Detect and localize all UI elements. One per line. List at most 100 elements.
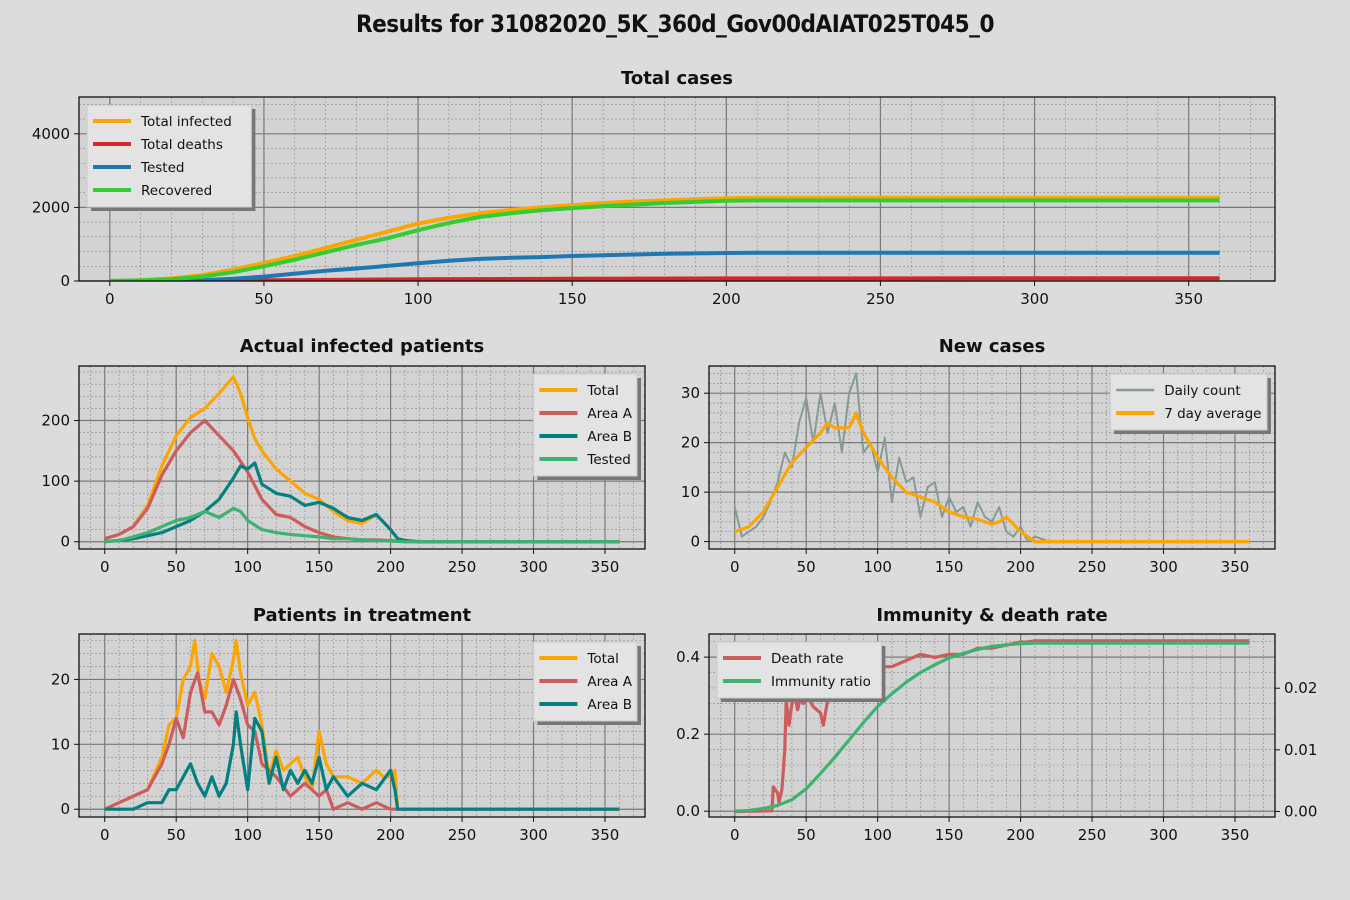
x-tick-label: 250 [448,826,477,844]
chart-immunity-death-rate: 0 50 100 150 200 250 300 350 0.0 0.2 0.4 0.00 0.01 0.… [676,605,1317,844]
series-line-tested [109,250,1220,281]
x-tick-label: 100 [404,290,433,308]
x-tick-label: 50 [167,826,186,844]
chart-title: Total cases [621,68,733,89]
legend: Total infected Total deaths Tested Recovere… [86,104,256,211]
x-tick-label: 200 [1006,558,1035,576]
series-line-area-b [104,710,620,811]
x-tick-label: 200 [712,290,741,308]
axes-frame [78,96,1276,282]
x-tick-label: 350 [591,826,620,844]
x-tick-label: 150 [558,290,587,308]
x-tick-label: 300 [519,558,548,576]
chart-patients-in-treatment: 0 50 100 150 200 250 300 350 0 10 20 Patients in tr… [51,605,646,844]
y-tick-label: 0.0 [676,802,700,820]
y-right-tick-label: 0.01 [1284,741,1317,759]
x-tick-label: 150 [305,826,334,844]
x-tick-label: 200 [376,558,405,576]
y-tick-label: 20 [681,434,700,452]
legend-label: Total deaths [140,137,223,153]
y-tick-label: 0 [690,533,700,551]
y-tick-label: 100 [41,472,70,490]
x-tick-label: 0 [100,558,110,576]
legend-box [1109,373,1268,431]
chart-title: Immunity & death rate [876,605,1107,626]
y-tick-label: 10 [51,735,70,753]
x-tick-label: 100 [863,826,892,844]
y-tick-label: 10 [681,483,700,501]
y-tick-label: 200 [41,412,70,430]
chart-title: New cases [939,336,1046,357]
y-tick-label: 0 [60,533,70,551]
legend: Total Area A Area B [532,641,641,725]
x-tick-label: 150 [305,558,334,576]
x-tick-label: 50 [797,826,816,844]
x-tick-label: 300 [519,826,548,844]
x-tick-label: 350 [1221,826,1250,844]
x-tick-label: 50 [797,558,816,576]
legend-label: Tested [586,452,630,468]
legend-label: Recovered [141,183,212,199]
series-line-recovered [109,198,1220,281]
legend-label: Daily count [1164,383,1241,399]
legend-box [716,641,882,699]
series-line-area-a [104,671,620,811]
legend-label: Total infected [140,114,232,130]
x-tick-label: 100 [233,558,262,576]
y-tick-label: 20 [51,670,70,688]
chart-total-cases: 0 50 100 150 200 250 300 350 0 2000 4000 Total case… [32,68,1276,308]
x-tick-label: 0 [730,826,740,844]
series-line-immunity-ratio [734,641,1250,813]
x-tick-label: 0 [730,558,740,576]
x-tick-label: 200 [376,826,405,844]
x-tick-label: 250 [448,558,477,576]
x-tick-label: 300 [1149,826,1178,844]
legend: Total Area A Area B Tested [532,373,641,480]
legend-label: Area B [587,429,632,445]
x-tick-label: 50 [167,558,186,576]
series-line-total-infected [109,195,1220,281]
x-tick-label: 350 [1174,290,1203,308]
y-tick-label: 4000 [32,125,70,143]
y-tick-label: 0 [60,800,70,818]
y-tick-label: 30 [681,384,700,402]
y-tick-label: 0.2 [676,725,700,743]
x-tick-label: 250 [1078,558,1107,576]
y-tick-label: 0 [60,272,70,290]
chart-title: Patients in treatment [253,605,472,626]
x-tick-label: 300 [1149,558,1178,576]
legend-label: Area B [587,697,632,713]
legend-label: Total [586,651,619,667]
x-tick-label: 0 [105,290,115,308]
x-tick-label: 200 [1006,826,1035,844]
legend-label: Tested [140,160,184,176]
x-tick-label: 150 [935,826,964,844]
chart-new-cases: 0 50 100 150 200 250 300 350 0 10 20 30 New cases Dai… [681,336,1276,576]
y-tick-label: 0.4 [676,648,700,666]
x-tick-label: 250 [866,290,895,308]
x-tick-label: 100 [863,558,892,576]
series-line-daily-count [733,372,1250,543]
series-line-total [104,638,620,811]
y-right-tick-label: 0.00 [1284,802,1317,820]
x-tick-label: 150 [935,558,964,576]
series-line-tested [104,506,620,544]
x-tick-label: 300 [1020,290,1049,308]
legend-label: Area A [587,406,632,422]
x-tick-label: 100 [233,826,262,844]
chart-actual-infected: 0 50 100 150 200 250 300 350 0 100 200 Actual infec… [41,336,646,576]
x-tick-label: 0 [100,826,110,844]
axes-frame [78,365,646,550]
legend-label: Immunity ratio [771,674,871,690]
y-right-tick-label: 0.02 [1284,679,1317,697]
axes-frame [78,633,646,818]
legend-label: 7 day average [1164,406,1261,422]
axes-frame [708,365,1276,550]
legend: Death rate Immunity ratio [716,641,886,702]
x-tick-label: 350 [1221,558,1250,576]
series-line-7-day-average [734,411,1250,544]
legend-label: Total [586,383,619,399]
x-tick-label: 250 [1078,826,1107,844]
x-tick-label: 50 [254,290,273,308]
